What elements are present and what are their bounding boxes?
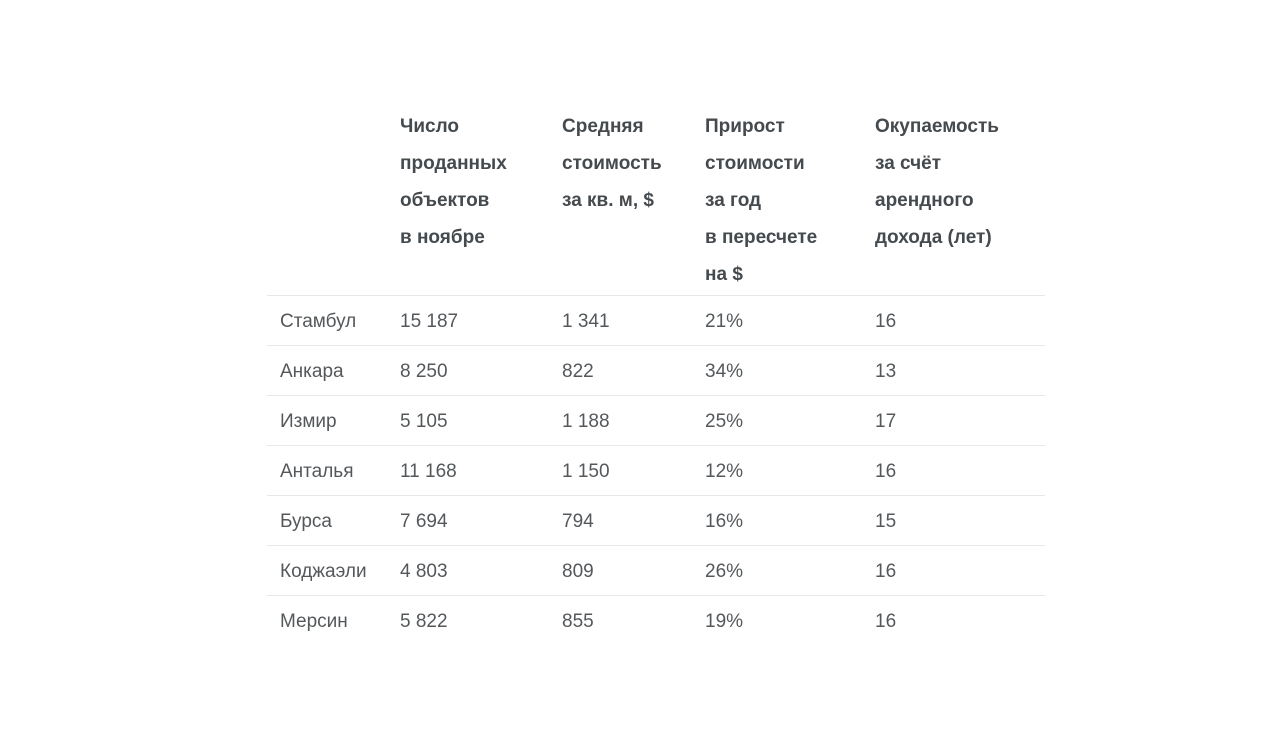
city-cell: Анкара bbox=[267, 345, 400, 396]
price-growth-cell: 16% bbox=[705, 495, 875, 546]
table-row: Измир 5 105 1 188 25% 17 bbox=[267, 395, 1045, 446]
header-sold-count: Число проданных объектов в ноябре bbox=[400, 116, 507, 248]
city-cell: Анталья bbox=[267, 445, 400, 496]
city-cell: Коджаэли bbox=[267, 545, 400, 596]
header-price-growth: Прирост стоимости за год в пересчете на … bbox=[705, 116, 818, 285]
city-cell: Измир bbox=[267, 395, 400, 446]
payback-cell: 17 bbox=[875, 395, 1045, 446]
sold-count-cell: 8 250 bbox=[400, 345, 562, 396]
table-body: Стамбул 15 187 1 341 21% 16 Анкара 8 250… bbox=[267, 295, 1045, 645]
price-growth-cell: 34% bbox=[705, 345, 875, 396]
header-avg-price: Средняя стоимость за кв. м, $ bbox=[562, 116, 662, 211]
sold-count-cell: 4 803 bbox=[400, 545, 562, 596]
table-row: Коджаэли 4 803 809 26% 16 bbox=[267, 545, 1045, 596]
avg-price-cell: 822 bbox=[562, 345, 705, 396]
avg-price-cell: 1 188 bbox=[562, 395, 705, 446]
price-growth-cell: 21% bbox=[705, 295, 875, 346]
city-cell: Стамбул bbox=[267, 295, 400, 346]
payback-cell: 16 bbox=[875, 295, 1045, 346]
price-growth-cell: 25% bbox=[705, 395, 875, 446]
price-growth-cell: 12% bbox=[705, 445, 875, 496]
price-growth-cell: 19% bbox=[705, 595, 875, 645]
sold-count-cell: 5 822 bbox=[400, 595, 562, 645]
sold-count-cell: 5 105 bbox=[400, 395, 562, 446]
city-cell: Мерсин bbox=[267, 595, 400, 645]
table-row: Анталья 11 168 1 150 12% 16 bbox=[267, 445, 1045, 496]
header-row: Число проданных объектов в ноябре Средня… bbox=[267, 108, 1045, 296]
table-row: Стамбул 15 187 1 341 21% 16 bbox=[267, 295, 1045, 346]
payback-cell: 13 bbox=[875, 345, 1045, 396]
payback-cell: 16 bbox=[875, 445, 1045, 496]
avg-price-cell: 855 bbox=[562, 595, 705, 645]
table-row: Анкара 8 250 822 34% 13 bbox=[267, 345, 1045, 396]
avg-price-cell: 794 bbox=[562, 495, 705, 546]
header-payback: Окупаемость за счёт арендного дохода (ле… bbox=[875, 116, 999, 248]
price-growth-cell: 26% bbox=[705, 545, 875, 596]
payback-cell: 15 bbox=[875, 495, 1045, 546]
sold-count-cell: 7 694 bbox=[400, 495, 562, 546]
table-header: Число проданных объектов в ноябре Средня… bbox=[267, 108, 1045, 296]
sold-count-cell: 11 168 bbox=[400, 445, 562, 496]
payback-cell: 16 bbox=[875, 595, 1045, 645]
table-row: Мерсин 5 822 855 19% 16 bbox=[267, 595, 1045, 645]
avg-price-cell: 809 bbox=[562, 545, 705, 596]
table-row: Бурса 7 694 794 16% 15 bbox=[267, 495, 1045, 546]
header-city bbox=[267, 108, 400, 296]
city-cell: Бурса bbox=[267, 495, 400, 546]
avg-price-cell: 1 150 bbox=[562, 445, 705, 496]
sold-count-cell: 15 187 bbox=[400, 295, 562, 346]
real-estate-stats-section: Число проданных объектов в ноябре Средня… bbox=[267, 108, 1045, 645]
payback-cell: 16 bbox=[875, 545, 1045, 596]
turkey-cities-real-estate-table: Число проданных объектов в ноябре Средня… bbox=[267, 108, 1045, 645]
avg-price-cell: 1 341 bbox=[562, 295, 705, 346]
